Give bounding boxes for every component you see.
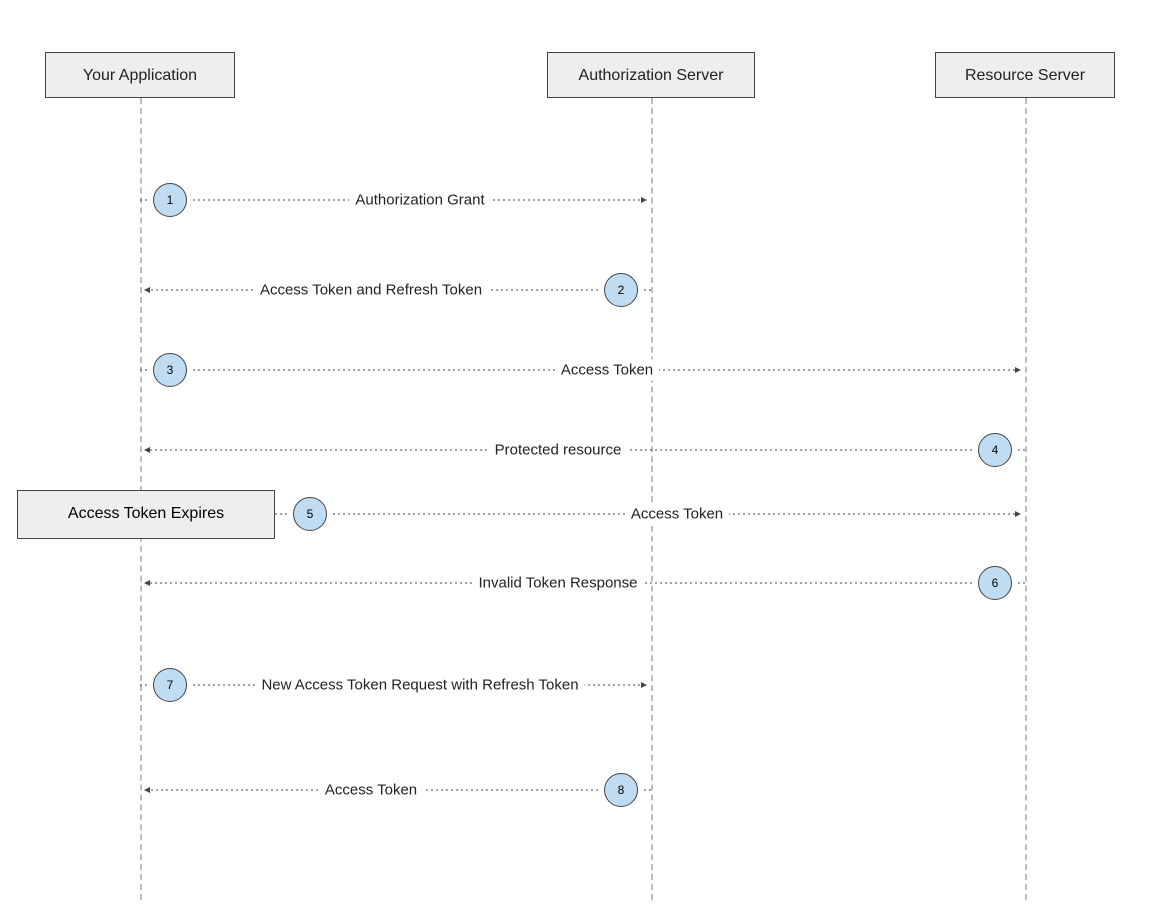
message-label-5: Access Token bbox=[625, 504, 729, 525]
step-circle-2: 2 bbox=[604, 273, 638, 307]
message-label-2: Access Token and Refresh Token bbox=[254, 280, 488, 301]
message-label-4: Protected resource bbox=[489, 440, 628, 461]
message-label-1: Authorization Grant bbox=[349, 190, 490, 211]
step-circle-4: 4 bbox=[978, 433, 1012, 467]
actor-auth: Authorization Server bbox=[547, 52, 755, 98]
message-label-8: Access Token bbox=[319, 780, 423, 801]
lifeline-auth bbox=[651, 98, 653, 900]
step-circle-8: 8 bbox=[604, 773, 638, 807]
access-token-expires-box: Access Token Expires bbox=[17, 490, 275, 539]
message-label-6: Invalid Token Response bbox=[473, 573, 644, 594]
step-circle-6: 6 bbox=[978, 566, 1012, 600]
step-circle-7: 7 bbox=[153, 668, 187, 702]
message-label-3: Access Token bbox=[555, 360, 659, 381]
step-circle-3: 3 bbox=[153, 353, 187, 387]
lifeline-res bbox=[1025, 98, 1027, 900]
sequence-diagram: Your Application Authorization Server Reso… bbox=[0, 0, 1150, 908]
step-circle-5: 5 bbox=[293, 497, 327, 531]
actor-app: Your Application bbox=[45, 52, 235, 98]
step-circle-1: 1 bbox=[153, 183, 187, 217]
actor-res: Resource Server bbox=[935, 52, 1115, 98]
message-label-7: New Access Token Request with Refresh To… bbox=[255, 675, 584, 696]
